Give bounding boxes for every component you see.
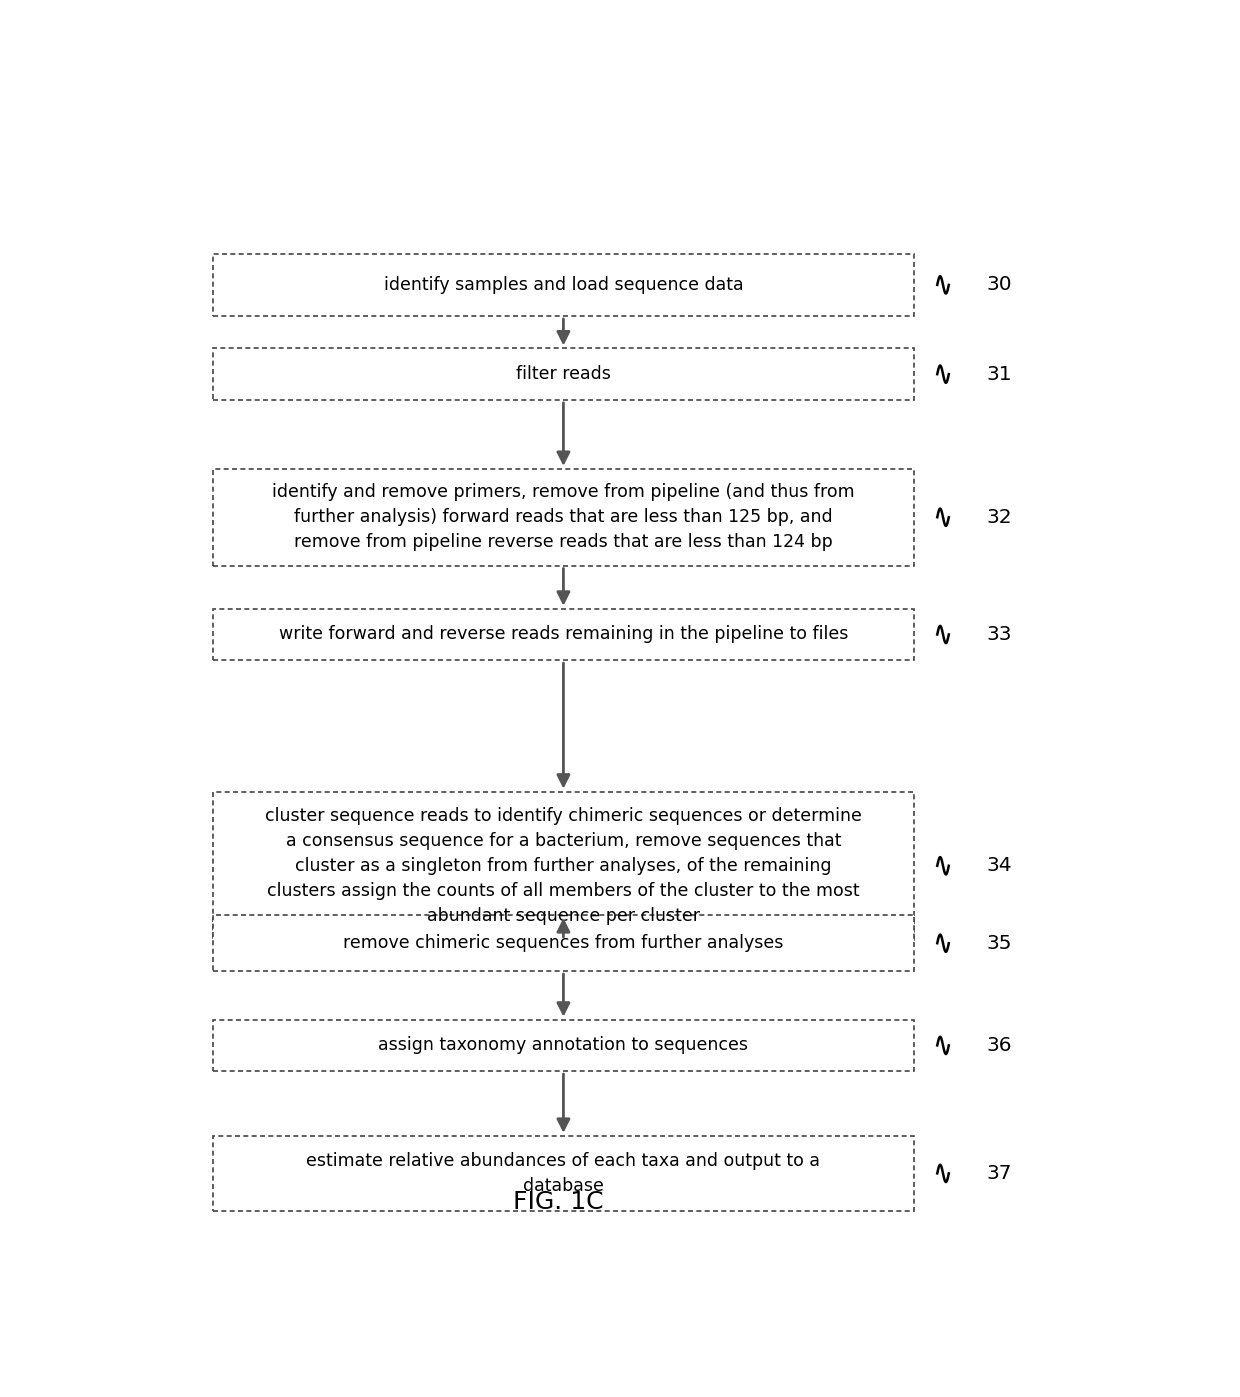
Text: 35: 35 [986,933,1012,953]
Text: 30: 30 [986,275,1012,295]
Bar [213,348,914,400]
Text: estimate relative abundances of each taxa and output to a
database: estimate relative abundances of each tax… [306,1153,821,1194]
Bar [213,792,914,940]
Text: 33: 33 [986,624,1012,644]
Bar [213,915,914,971]
Text: write forward and reverse reads remaining in the pipeline to files: write forward and reverse reads remainin… [279,626,848,644]
Bar [213,1020,914,1071]
Text: FIG. 1C: FIG. 1C [513,1190,604,1214]
Bar [213,469,914,566]
Text: 32: 32 [986,507,1012,527]
Text: 31: 31 [986,365,1012,384]
Text: identify and remove primers, remove from pipeline (and thus from
further analysi: identify and remove primers, remove from… [272,483,854,552]
Text: assign taxonomy annotation to sequences: assign taxonomy annotation to sequences [378,1037,749,1055]
Text: identify samples and load sequence data: identify samples and load sequence data [383,275,743,293]
Text: 37: 37 [986,1164,1012,1183]
Bar [213,254,914,316]
Text: remove chimeric sequences from further analyses: remove chimeric sequences from further a… [343,935,784,953]
Text: filter reads: filter reads [516,365,611,383]
Text: cluster sequence reads to identify chimeric sequences or determine
a consensus s: cluster sequence reads to identify chime… [265,806,862,925]
Bar [213,609,914,661]
Text: 34: 34 [986,856,1012,876]
Bar [213,1136,914,1211]
Text: 36: 36 [986,1037,1012,1055]
